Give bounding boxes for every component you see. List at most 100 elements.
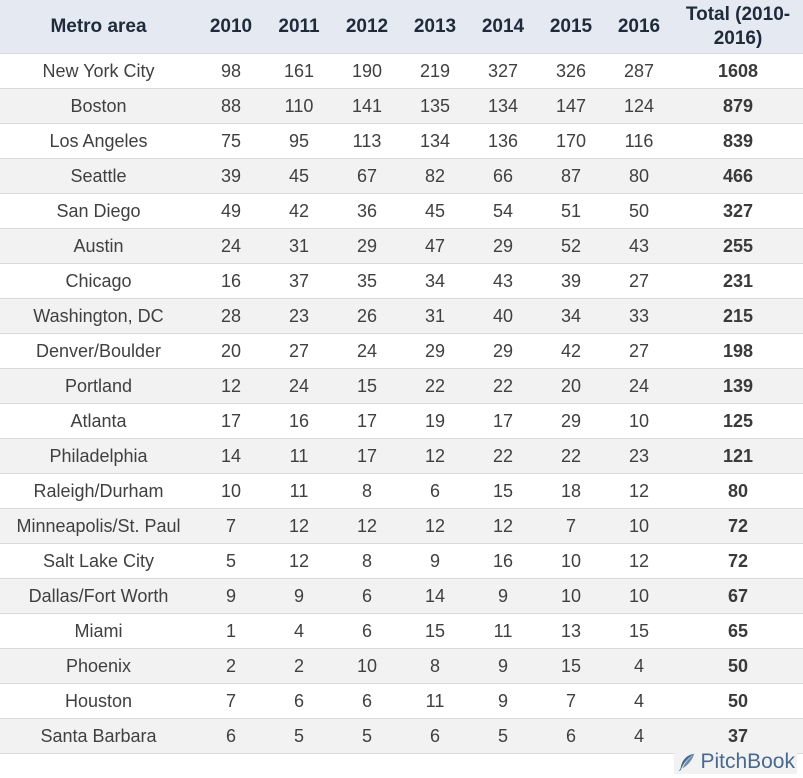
header-total: Total (2010-2016) [673,0,803,54]
value-cell: 9 [197,578,265,614]
value-cell: 34 [401,263,469,299]
value-cell: 39 [197,158,265,194]
value-cell: 31 [265,228,333,264]
metro-cell: Philadelphia [0,438,197,474]
value-cell: 10 [605,508,673,544]
value-cell: 10 [605,403,673,439]
value-cell: 15 [401,613,469,649]
table-row: Houston 7 6 6 11 9 7 4 50 [0,683,803,719]
total-cell: 50 [673,683,803,719]
value-cell: 43 [605,228,673,264]
table-row: Chicago 16 37 35 34 43 39 27 231 [0,263,803,299]
value-cell: 1 [197,613,265,649]
value-cell: 10 [333,648,401,684]
header-year-2011: 2011 [265,0,333,54]
value-cell: 80 [605,158,673,194]
value-cell: 20 [197,333,265,369]
value-cell: 287 [605,53,673,89]
total-cell: 67 [673,578,803,614]
value-cell: 124 [605,88,673,124]
value-cell: 6 [333,683,401,719]
value-cell: 5 [265,718,333,754]
header-year-2012: 2012 [333,0,401,54]
value-cell: 4 [605,648,673,684]
value-cell: 2 [265,648,333,684]
value-cell: 19 [401,403,469,439]
total-cell: 65 [673,613,803,649]
value-cell: 12 [265,543,333,579]
value-cell: 87 [537,158,605,194]
value-cell: 10 [197,473,265,509]
value-cell: 27 [265,333,333,369]
total-cell: 1608 [673,53,803,89]
value-cell: 12 [401,508,469,544]
header-year-2016: 2016 [605,0,673,54]
value-cell: 326 [537,53,605,89]
value-cell: 4 [605,683,673,719]
total-cell: 255 [673,228,803,264]
metro-cell: Los Angeles [0,123,197,159]
value-cell: 22 [469,368,537,404]
value-cell: 6 [401,473,469,509]
value-cell: 9 [469,683,537,719]
metro-cell: Atlanta [0,403,197,439]
value-cell: 2 [197,648,265,684]
value-cell: 6 [537,718,605,754]
value-cell: 31 [401,298,469,334]
value-cell: 13 [537,613,605,649]
value-cell: 40 [469,298,537,334]
metro-cell: Salt Lake City [0,543,197,579]
value-cell: 141 [333,88,401,124]
value-cell: 27 [605,263,673,299]
value-cell: 24 [265,368,333,404]
value-cell: 82 [401,158,469,194]
value-cell: 45 [401,193,469,229]
data-table: Metro area 2010 2011 2012 2013 2014 2015 2016 To… [0,0,803,754]
value-cell: 12 [333,508,401,544]
table-row: New York City 98 161 190 219 327 326 287 1608 [0,53,803,89]
value-cell: 22 [537,438,605,474]
value-cell: 147 [537,88,605,124]
value-cell: 134 [469,88,537,124]
value-cell: 11 [265,438,333,474]
table-row: Seattle 39 45 67 82 66 87 80 466 [0,158,803,194]
value-cell: 12 [401,438,469,474]
value-cell: 14 [401,578,469,614]
value-cell: 15 [333,368,401,404]
total-cell: 50 [673,648,803,684]
value-cell: 49 [197,193,265,229]
value-cell: 39 [537,263,605,299]
header-metro-area: Metro area [0,0,197,54]
value-cell: 7 [537,683,605,719]
table-row: Miami 1 4 6 15 11 13 15 65 [0,613,803,649]
table-row: San Diego 49 42 36 45 54 51 50 327 [0,193,803,229]
value-cell: 136 [469,123,537,159]
value-cell: 22 [469,438,537,474]
value-cell: 54 [469,193,537,229]
value-cell: 45 [265,158,333,194]
value-cell: 8 [401,648,469,684]
total-cell: 80 [673,473,803,509]
value-cell: 12 [605,473,673,509]
value-cell: 42 [537,333,605,369]
value-cell: 170 [537,123,605,159]
value-cell: 5 [197,543,265,579]
table-row: Portland 12 24 15 22 22 20 24 139 [0,368,803,404]
metro-cell: Miami [0,613,197,649]
value-cell: 9 [469,648,537,684]
value-cell: 28 [197,298,265,334]
value-cell: 16 [469,543,537,579]
value-cell: 9 [401,543,469,579]
value-cell: 29 [469,333,537,369]
value-cell: 98 [197,53,265,89]
value-cell: 67 [333,158,401,194]
metro-cell: Houston [0,683,197,719]
value-cell: 7 [197,508,265,544]
table-row: Philadelphia 14 11 17 12 22 22 23 121 [0,438,803,474]
value-cell: 29 [333,228,401,264]
table-row: Boston 88 110 141 135 134 147 124 879 [0,88,803,124]
value-cell: 116 [605,123,673,159]
table-row: Washington, DC 28 23 26 31 40 34 33 215 [0,298,803,334]
value-cell: 20 [537,368,605,404]
value-cell: 29 [469,228,537,264]
